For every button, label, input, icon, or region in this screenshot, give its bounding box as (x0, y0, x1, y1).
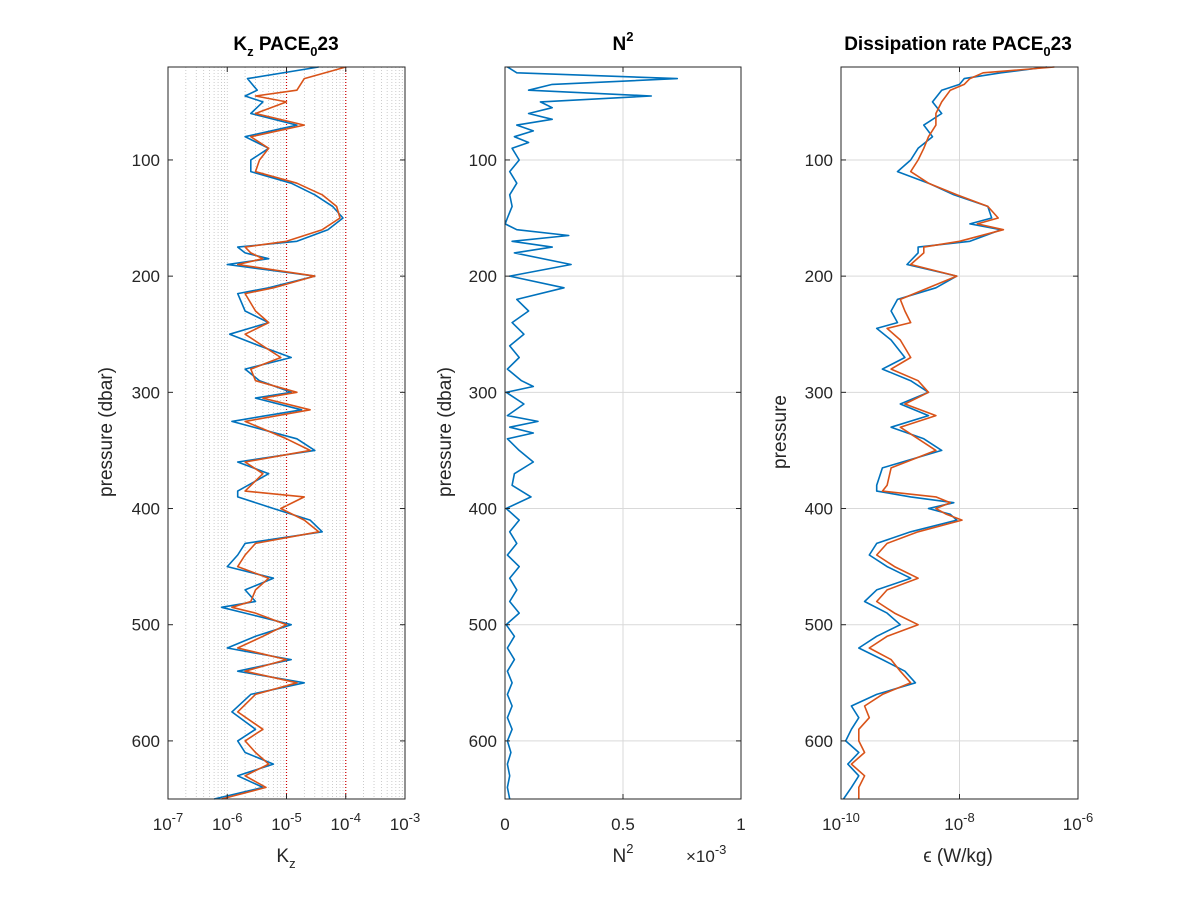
series-line-1 (213, 66, 344, 800)
y-tick-label: 400 (132, 500, 160, 519)
panel-n2: N2 100 200 300 400 500 600 0 0.5 1 N2 ×10-3 pres… (435, 29, 746, 867)
x-tick-label: 10-8 (944, 810, 974, 834)
panel-kz: Kz PACE023 100 200 300 400 500 600 10-7 10-6 10-… (96, 34, 420, 871)
y-tick-label: 100 (805, 151, 833, 170)
panel-dissipation-xlabel: ϵ (W/kg) (923, 846, 993, 867)
y-tick-label: 500 (805, 616, 833, 635)
panel-dissipation-plot: 100 200 300 400 500 600 10-10 10-8 10-6 (805, 66, 1093, 834)
x-tick-label: 10-5 (271, 810, 301, 834)
y-tick-label: 400 (805, 500, 833, 519)
x-tick-label: 10-6 (212, 810, 242, 834)
x-tick-label: 10-10 (822, 810, 860, 834)
x-tick-label: 10-7 (153, 810, 183, 834)
x-tick-label: 10-6 (1063, 810, 1093, 834)
panel-n2-ylabel: pressure (dbar) (435, 367, 456, 497)
panel-dissipation: Dissipation rate PACE023 100 200 300 400 500… (770, 34, 1093, 867)
y-tick-label: 200 (469, 267, 497, 286)
y-tick-label: 300 (805, 383, 833, 402)
series-line-2 (850, 66, 1055, 799)
x-tick-label: 1 (736, 815, 745, 834)
y-tick-label: 600 (469, 732, 497, 751)
x-tick-label: 0 (500, 815, 509, 834)
panel-n2-x-multiplier: ×10-3 (686, 842, 726, 866)
panel-kz-plot: 100 200 300 400 500 600 10-7 10-6 10-5 10-4 10-3 (132, 66, 420, 834)
panel-kz-ylabel: pressure (dbar) (96, 367, 117, 497)
y-tick-label: 600 (805, 732, 833, 751)
y-tick-label: 500 (469, 616, 497, 635)
y-tick-label: 400 (469, 500, 497, 519)
panel-n2-plot: 100 200 300 400 500 600 0 0.5 1 (469, 66, 746, 834)
y-tick-label: 200 (132, 267, 160, 286)
x-tick-label: 10-3 (390, 810, 420, 834)
series-line-2 (221, 66, 347, 800)
y-tick-label: 600 (132, 732, 160, 751)
y-tick-label: 100 (132, 151, 160, 170)
panel-n2-title: N2 (613, 29, 634, 55)
series-line-1 (842, 66, 1048, 800)
y-tick-label: 500 (132, 616, 160, 635)
y-tick-label: 300 (469, 383, 497, 402)
x-tick-label: 0.5 (611, 815, 635, 834)
panel-kz-title: Kz PACE023 (233, 34, 338, 59)
panel-dissipation-ylabel: pressure (770, 395, 791, 469)
y-tick-label: 300 (132, 383, 160, 402)
y-tick-label: 100 (469, 151, 497, 170)
panel-dissipation-title: Dissipation rate PACE023 (844, 34, 1072, 59)
x-tick-label: 10-4 (331, 810, 361, 834)
y-tick-label: 200 (805, 267, 833, 286)
panel-kz-xlabel: Kz (276, 846, 295, 871)
series-line-1 (504, 66, 679, 800)
panel-n2-xlabel: N2 (613, 841, 634, 867)
